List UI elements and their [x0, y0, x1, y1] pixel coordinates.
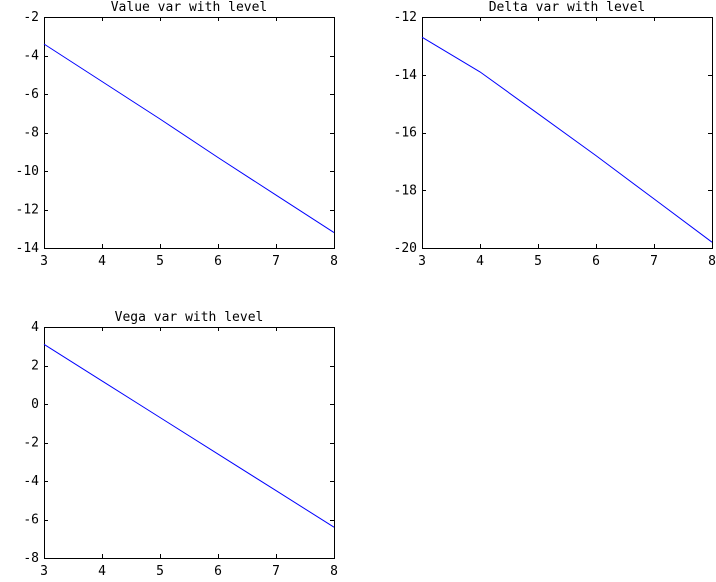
value-var-ytick-label: -8	[23, 126, 39, 141]
delta-var-xtick-label: 4	[476, 254, 484, 269]
vega-var-xtick-label: 4	[98, 564, 106, 579]
value-var-ytick-label: -2	[23, 10, 39, 25]
vega-var-xtick-label: 5	[156, 564, 164, 579]
value-var-xtick-label: 8	[330, 254, 338, 269]
vega-var-ytick-label: 4	[31, 320, 39, 335]
vega-var-xtick-label: 6	[214, 564, 222, 579]
delta-var-xtick-label: 8	[708, 254, 716, 269]
value-var-ytick-label: -14	[16, 241, 40, 256]
value-var-axes-frame	[44, 17, 335, 249]
vega-var-ytick-label: 2	[31, 359, 39, 374]
vega-var-xtick-label: 7	[272, 564, 280, 579]
value-var-series-line	[43, 43, 335, 234]
vega-var-ytick-label: -8	[23, 551, 39, 566]
vega-var-xtick-label: 8	[330, 564, 338, 579]
vega-var-xtick-label: 3	[40, 564, 48, 579]
value-var-ytick-label: -4	[23, 49, 39, 64]
delta-var-ytick-label: -12	[394, 10, 417, 25]
delta-var-xtick-label: 5	[534, 254, 542, 269]
delta-var-xtick-label: 6	[592, 254, 600, 269]
value-var-title: Value var with level	[111, 0, 268, 15]
delta-var-series-line	[421, 36, 713, 243]
subplot-vega-var: Vega var with level 3 4 5 6 7 8 -8 -6 -4 -2 0 2 4	[23, 310, 338, 579]
delta-var-ytick-label: -16	[394, 126, 417, 141]
delta-var-xtick-label: 7	[650, 254, 658, 269]
vega-var-ytick-label: 0	[31, 397, 39, 412]
delta-var-ytick-label: -20	[394, 241, 417, 256]
vega-var-ytick-label: -2	[23, 436, 39, 451]
value-var-ytick-label: -6	[23, 87, 39, 102]
value-var-xtick-label: 7	[272, 254, 280, 269]
subplot-value-var: Value var with level 3 4 5 6 7 8 -14 -12 -10 -8 -6 -…	[16, 0, 338, 269]
delta-var-axes-frame	[422, 17, 713, 249]
value-var-xtick-label: 5	[156, 254, 164, 269]
subplot-delta-var: Delta var with level 3 4 5 6 7 8 -20 -18 -16 -14 -1…	[394, 0, 716, 269]
delta-var-title: Delta var with level	[489, 0, 646, 15]
vega-var-series-line	[43, 343, 335, 528]
value-var-ytick-label: -10	[16, 164, 39, 179]
vega-var-ytick-label: -6	[23, 513, 39, 528]
value-var-xtick-label: 3	[40, 254, 48, 269]
value-var-xtick-label: 4	[98, 254, 106, 269]
vega-var-title: Vega var with level	[115, 310, 264, 325]
delta-var-ytick-label: -18	[394, 183, 417, 198]
delta-var-xtick-label: 3	[418, 254, 426, 269]
value-var-ytick-label: -12	[16, 203, 39, 218]
value-var-xtick-label: 6	[214, 254, 222, 269]
vega-var-ytick-label: -4	[23, 474, 39, 489]
delta-var-ytick-label: -14	[394, 68, 418, 83]
vega-var-axes-frame	[44, 327, 335, 559]
